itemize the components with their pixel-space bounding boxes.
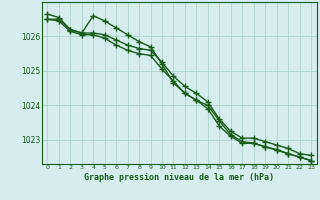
X-axis label: Graphe pression niveau de la mer (hPa): Graphe pression niveau de la mer (hPa) [84,173,274,182]
